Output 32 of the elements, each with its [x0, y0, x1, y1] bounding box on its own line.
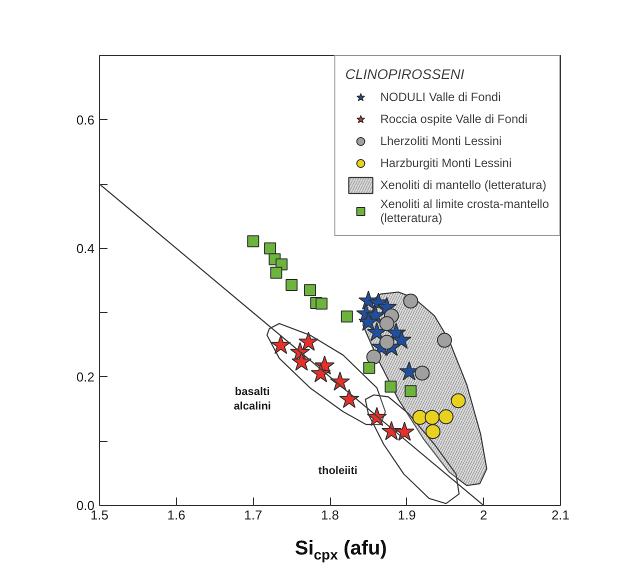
point: [247, 235, 260, 248]
legend-title: CLINOPIROSSENI: [345, 66, 466, 82]
point: [414, 366, 430, 381]
point: [270, 266, 282, 279]
annotation: basalti alcalini: [234, 386, 271, 412]
legend-label: Roccia ospite Valle di Fondi: [380, 112, 528, 126]
point: [316, 298, 328, 310]
legend-label: Harzburgiti Monti Lessini: [380, 156, 512, 170]
y-tick-label: 0.2: [76, 369, 95, 384]
legend-label: NODULI Valle di Fondi: [380, 90, 501, 104]
point: [391, 330, 412, 349]
legend-label: Lherzoliti Monti Lessini: [380, 134, 502, 148]
point: [304, 284, 316, 296]
point: [379, 316, 394, 332]
legend-label: Xenoliti al limite crosta-mantello (letteratura): [380, 197, 549, 225]
x-tick-label: 1.6: [167, 508, 186, 522]
point: [384, 380, 397, 393]
annotation: tholeiiti: [318, 465, 358, 478]
x-tick-label: 1.9: [398, 508, 416, 522]
point: [286, 279, 298, 291]
x-tick-label: 2: [480, 508, 488, 522]
point: [436, 332, 452, 348]
x-tick-label: 2.1: [551, 508, 570, 522]
x-tick-label: 1.7: [244, 508, 262, 522]
y-tick-label: 0.6: [76, 112, 95, 128]
point: [264, 242, 276, 254]
y-tick-label: 0.4: [76, 240, 95, 256]
point: [403, 294, 418, 309]
point: [404, 385, 417, 398]
x-tick-label: 1.8: [320, 508, 340, 522]
legend-label: Xenoliti di mantello (letteratura): [380, 178, 546, 192]
point: [340, 310, 353, 322]
